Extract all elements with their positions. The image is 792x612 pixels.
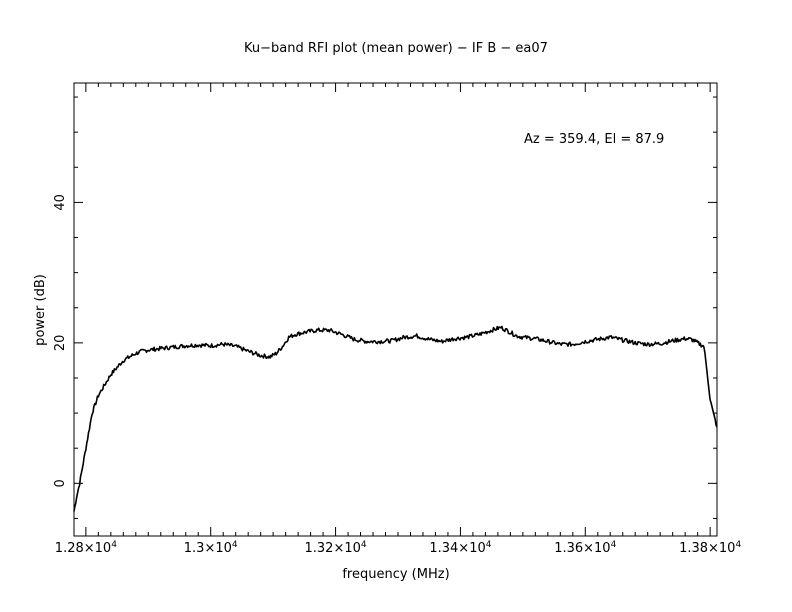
y-tick-label: 0 <box>53 479 68 487</box>
x-tick-label: 1.32×104 <box>305 540 367 556</box>
y-tick-label: 20 <box>53 335 68 352</box>
chart-title: Ku−band RFI plot (mean power) − IF B − e… <box>244 41 548 56</box>
x-tick-label: 1.28×104 <box>55 540 117 556</box>
y-axis-label: power (dB) <box>33 274 48 346</box>
x-tick-label: 1.38×104 <box>679 540 741 556</box>
power-series-line <box>73 325 718 512</box>
x-axis-label: frequency (MHz) <box>342 567 449 582</box>
x-tick-labels: 1.28×104 1.3×104 1.32×104 1.34×104 1.36×104 1… <box>55 540 742 556</box>
x-tick-label: 1.34×104 <box>429 540 491 556</box>
x-tick-label: 1.36×104 <box>554 540 616 556</box>
axis-ticks <box>74 83 717 536</box>
x-tick-label: 1.3×104 <box>184 540 238 556</box>
y-tick-label: 40 <box>53 194 68 211</box>
plot-frame <box>73 82 718 537</box>
azimuth-elevation-annotation: Az = 359.4, El = 87.9 <box>524 132 664 147</box>
y-tick-labels: 0 20 40 <box>53 194 68 487</box>
